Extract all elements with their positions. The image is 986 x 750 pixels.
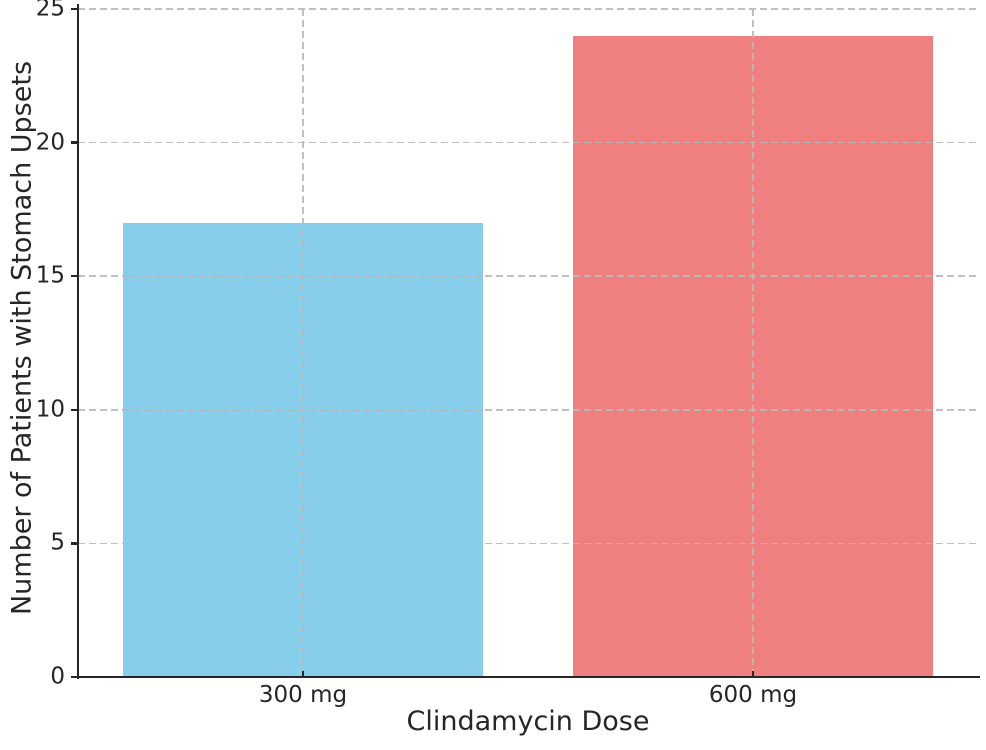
y-tick-label-25: 25	[35, 0, 65, 22]
y-axis-title: Number of Patients with Stomach Upsets	[6, 60, 38, 616]
y-gridline-15	[78, 275, 978, 277]
x-axis-spine	[75, 675, 980, 679]
x-tick-label-300-mg: 300 mg	[258, 682, 348, 708]
y-gridline-10	[78, 409, 978, 411]
x-tick-300-mg	[301, 671, 305, 677]
y-gridline-5	[78, 542, 978, 545]
y-tick-label-20: 20	[35, 129, 65, 156]
y-tick-15	[71, 274, 78, 278]
y-tick-20	[71, 141, 78, 144]
x-axis-title: Clindamycin Dose	[406, 706, 650, 737]
y-tick-25	[71, 7, 78, 11]
y-tick-0	[71, 675, 78, 679]
x-gridline-300-mg	[302, 9, 304, 677]
y-tick-10	[71, 408, 78, 412]
x-tick-600-mg	[751, 671, 755, 677]
y-gridline-25	[78, 8, 978, 10]
y-tick-5	[71, 542, 78, 545]
y-tick-label-15: 15	[35, 262, 65, 289]
y-axis-spine	[76, 4, 80, 679]
plot-area: 300 mg 600 mg 0 5 10 15 20 25	[36, 0, 980, 708]
y-gridline-20	[78, 141, 978, 144]
x-tick-label-600-mg: 600 mg	[708, 682, 798, 708]
y-tick-label-5: 5	[50, 529, 65, 556]
y-tick-label-10: 10	[35, 396, 65, 423]
y-tick-label-0: 0	[50, 663, 65, 690]
x-gridline-600-mg	[752, 9, 754, 677]
